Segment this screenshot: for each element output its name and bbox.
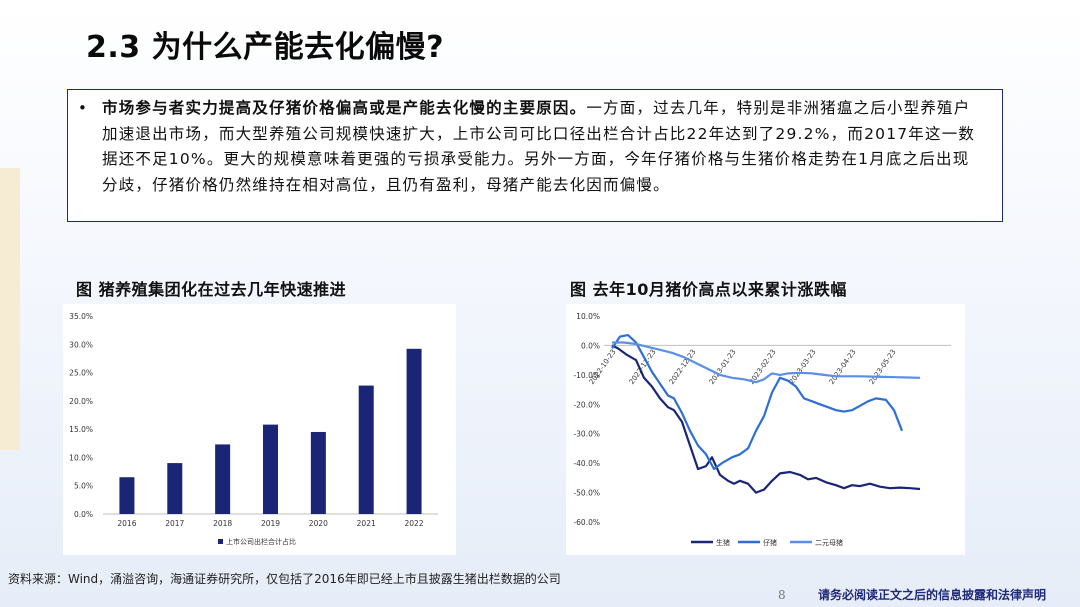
x-tick-label: 2018	[213, 519, 232, 528]
series-line	[612, 341, 921, 384]
series-line	[611, 334, 904, 471]
x-tick-label: 2022-10-23	[588, 348, 618, 386]
y-tick-label: 20.0%	[69, 397, 93, 406]
y-tick-label: 0.0%	[74, 510, 93, 519]
line-chart-title: 图 去年10月猪价高点以来累计涨跌幅	[570, 280, 847, 299]
y-tick-label: 10.0%	[69, 453, 93, 462]
bar	[167, 463, 183, 514]
line-chart-panel: 10.0% 0.0% -10.0% -20.0% -30.0% -40.0% -50.0% -…	[566, 304, 965, 555]
bar	[263, 424, 278, 514]
page-number: 8	[778, 588, 786, 602]
x-tick-label: 2022	[405, 519, 424, 528]
bar-chart-title: 图 猪养殖集团化在过去几年快速推进	[76, 280, 347, 299]
y-tick-label: -40.0%	[573, 459, 600, 468]
bar	[310, 431, 326, 514]
y-tick-label: 5.0%	[74, 482, 93, 491]
x-tick-label: 2021	[357, 519, 376, 528]
legend-label: 上市公司出栏合计占比	[226, 537, 296, 546]
bar	[358, 385, 374, 514]
series-line	[611, 344, 921, 494]
y-tick-label: -30.0%	[573, 430, 600, 439]
x-tick-label: 2020	[309, 519, 328, 528]
left-decoration	[0, 168, 20, 450]
summary-box: • 市场参与者实力提高及仔猪价格偏高或是产能去化慢的主要原因。一方面，过去几年，…	[67, 89, 1003, 222]
legend-label: 生猪	[716, 538, 730, 547]
y-tick-label: -10.0%	[573, 371, 600, 380]
y-tick-label: -20.0%	[573, 400, 600, 409]
legend-label: 仔猪	[763, 538, 777, 547]
y-tick-label: -60.0%	[573, 518, 600, 527]
line-chart: 10.0% 0.0% -10.0% -20.0% -30.0% -40.0% -50.0% -…	[573, 312, 951, 547]
x-tick-label: 2016	[117, 519, 136, 528]
source-note: 资料来源：Wind，涌溢咨询，海通证券研究所，仅包括了2016年即已经上市且披露…	[8, 572, 561, 586]
bar	[215, 444, 231, 514]
page-title: 2.3 为什么产能去化偏慢?	[86, 30, 444, 65]
legend-label: 二元母猪	[815, 538, 843, 547]
bullet-marker: •	[78, 99, 87, 117]
summary-body: 一方面，过去几年，特别是非洲猪瘟之后小型养殖户加速退出市场，而大型养殖公司规模快…	[102, 99, 976, 194]
y-tick-label: 30.0%	[69, 340, 93, 349]
x-tick-label: 2023-04-23	[828, 348, 858, 386]
y-tick-label: 10.0%	[576, 312, 600, 321]
summary-text: 市场参与者实力提高及仔猪价格偏高或是产能去化慢的主要原因。一方面，过去几年，特别…	[102, 96, 980, 198]
disclaimer-link[interactable]: 请务必阅读正文之后的信息披露和法律声明	[818, 588, 1047, 602]
y-tick-label: 15.0%	[69, 425, 93, 434]
y-tick-label: 25.0%	[69, 369, 93, 378]
bar-chart: 0.0% 5.0% 10.0% 15.0% 20.0% 25.0% 30.0% 35.0% 20…	[69, 312, 438, 546]
x-tick-label: 2023-03-23	[788, 348, 818, 386]
x-tick-label: 2023-05-23	[868, 348, 898, 386]
bar	[406, 348, 422, 514]
x-tick-label: 2019	[261, 519, 280, 528]
x-tick-label: 2017	[165, 519, 184, 528]
bar	[119, 477, 135, 514]
y-tick-label: 35.0%	[69, 312, 93, 321]
legend-swatch	[218, 539, 223, 544]
summary-lead: 市场参与者实力提高及仔猪价格偏高或是产能去化慢的主要原因。	[102, 99, 587, 117]
y-tick-label: 0.0%	[581, 341, 600, 350]
bar-chart-panel: 0.0% 5.0% 10.0% 15.0% 20.0% 25.0% 30.0% 35.0% 20…	[63, 304, 456, 555]
y-tick-label: -50.0%	[573, 489, 600, 498]
x-tick-label: 2023-01-23	[708, 348, 738, 386]
